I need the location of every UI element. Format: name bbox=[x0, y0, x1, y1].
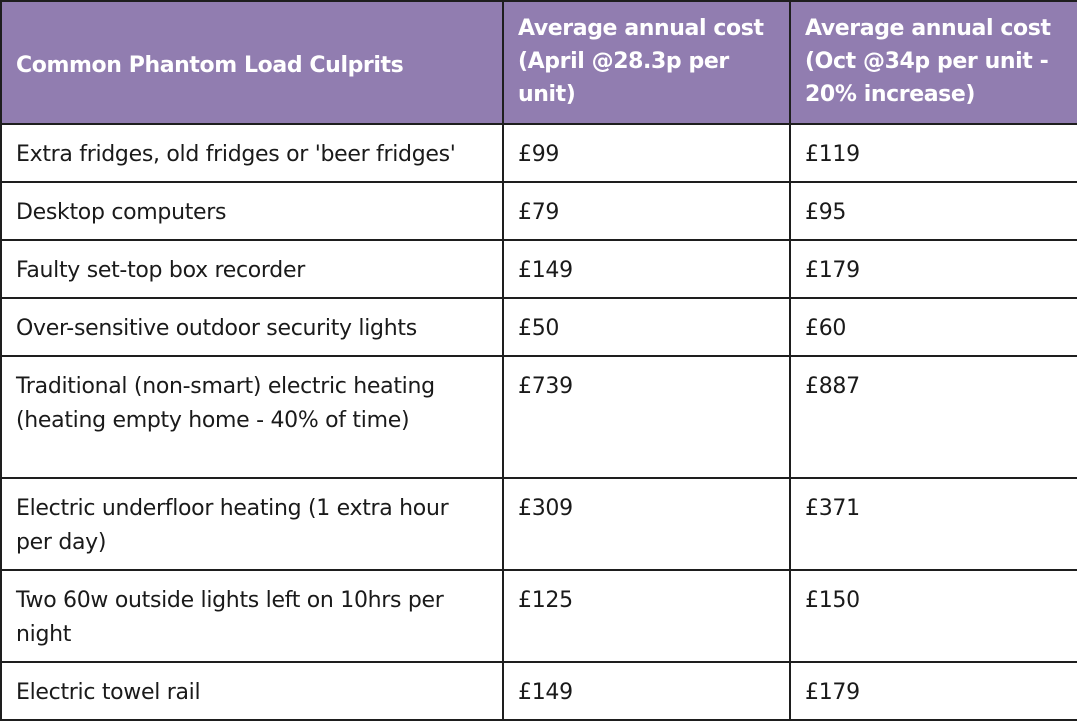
april-cost-cell: £309 bbox=[502, 477, 791, 571]
april-cost-cell: £125 bbox=[502, 569, 791, 663]
table-row: Electric underfloor heating (1 extra hou… bbox=[0, 477, 1077, 571]
oct-cost-cell: £150 bbox=[789, 569, 1077, 663]
april-cost-cell: £79 bbox=[502, 181, 791, 241]
april-cost-cell: £149 bbox=[502, 239, 791, 299]
header-culprits: Common Phantom Load Culprits bbox=[0, 0, 504, 125]
table-row: Extra fridges, old fridges or 'beer frid… bbox=[0, 123, 1077, 183]
culprit-cell: Two 60w outside lights left on 10hrs per… bbox=[0, 569, 504, 663]
oct-cost-cell: £60 bbox=[789, 297, 1077, 357]
culprit-cell: Traditional (non-smart) electric heating… bbox=[0, 355, 504, 479]
table-row: Two 60w outside lights left on 10hrs per… bbox=[0, 569, 1077, 663]
oct-cost-cell: £179 bbox=[789, 239, 1077, 299]
april-cost-cell: £50 bbox=[502, 297, 791, 357]
culprit-cell: Electric towel rail bbox=[0, 661, 504, 721]
april-cost-cell: £99 bbox=[502, 123, 791, 183]
culprit-cell: Desktop computers bbox=[0, 181, 504, 241]
april-cost-cell: £149 bbox=[502, 661, 791, 721]
culprit-cell: Faulty set-top box recorder bbox=[0, 239, 504, 299]
oct-cost-cell: £179 bbox=[789, 661, 1077, 721]
table-row: Desktop computers £79 £95 bbox=[0, 181, 1077, 241]
oct-cost-cell: £95 bbox=[789, 181, 1077, 241]
header-oct-cost: Average annual cost (Oct @34p per unit -… bbox=[789, 0, 1077, 125]
oct-cost-cell: £119 bbox=[789, 123, 1077, 183]
table-row: Traditional (non-smart) electric heating… bbox=[0, 355, 1077, 479]
table-row: Electric towel rail £149 £179 bbox=[0, 661, 1077, 721]
oct-cost-cell: £887 bbox=[789, 355, 1077, 479]
culprit-cell: Electric underfloor heating (1 extra hou… bbox=[0, 477, 504, 571]
table-row: Faulty set-top box recorder £149 £179 bbox=[0, 239, 1077, 299]
header-row: Common Phantom Load Culprits Average ann… bbox=[0, 0, 1077, 125]
oct-cost-cell: £371 bbox=[789, 477, 1077, 571]
culprit-cell: Over-sensitive outdoor security lights bbox=[0, 297, 504, 357]
april-cost-cell: £739 bbox=[502, 355, 791, 479]
culprit-cell: Extra fridges, old fridges or 'beer frid… bbox=[0, 123, 504, 183]
header-april-cost: Average annual cost (April @28.3p per un… bbox=[502, 0, 791, 125]
table-row: Over-sensitive outdoor security lights £… bbox=[0, 297, 1077, 357]
